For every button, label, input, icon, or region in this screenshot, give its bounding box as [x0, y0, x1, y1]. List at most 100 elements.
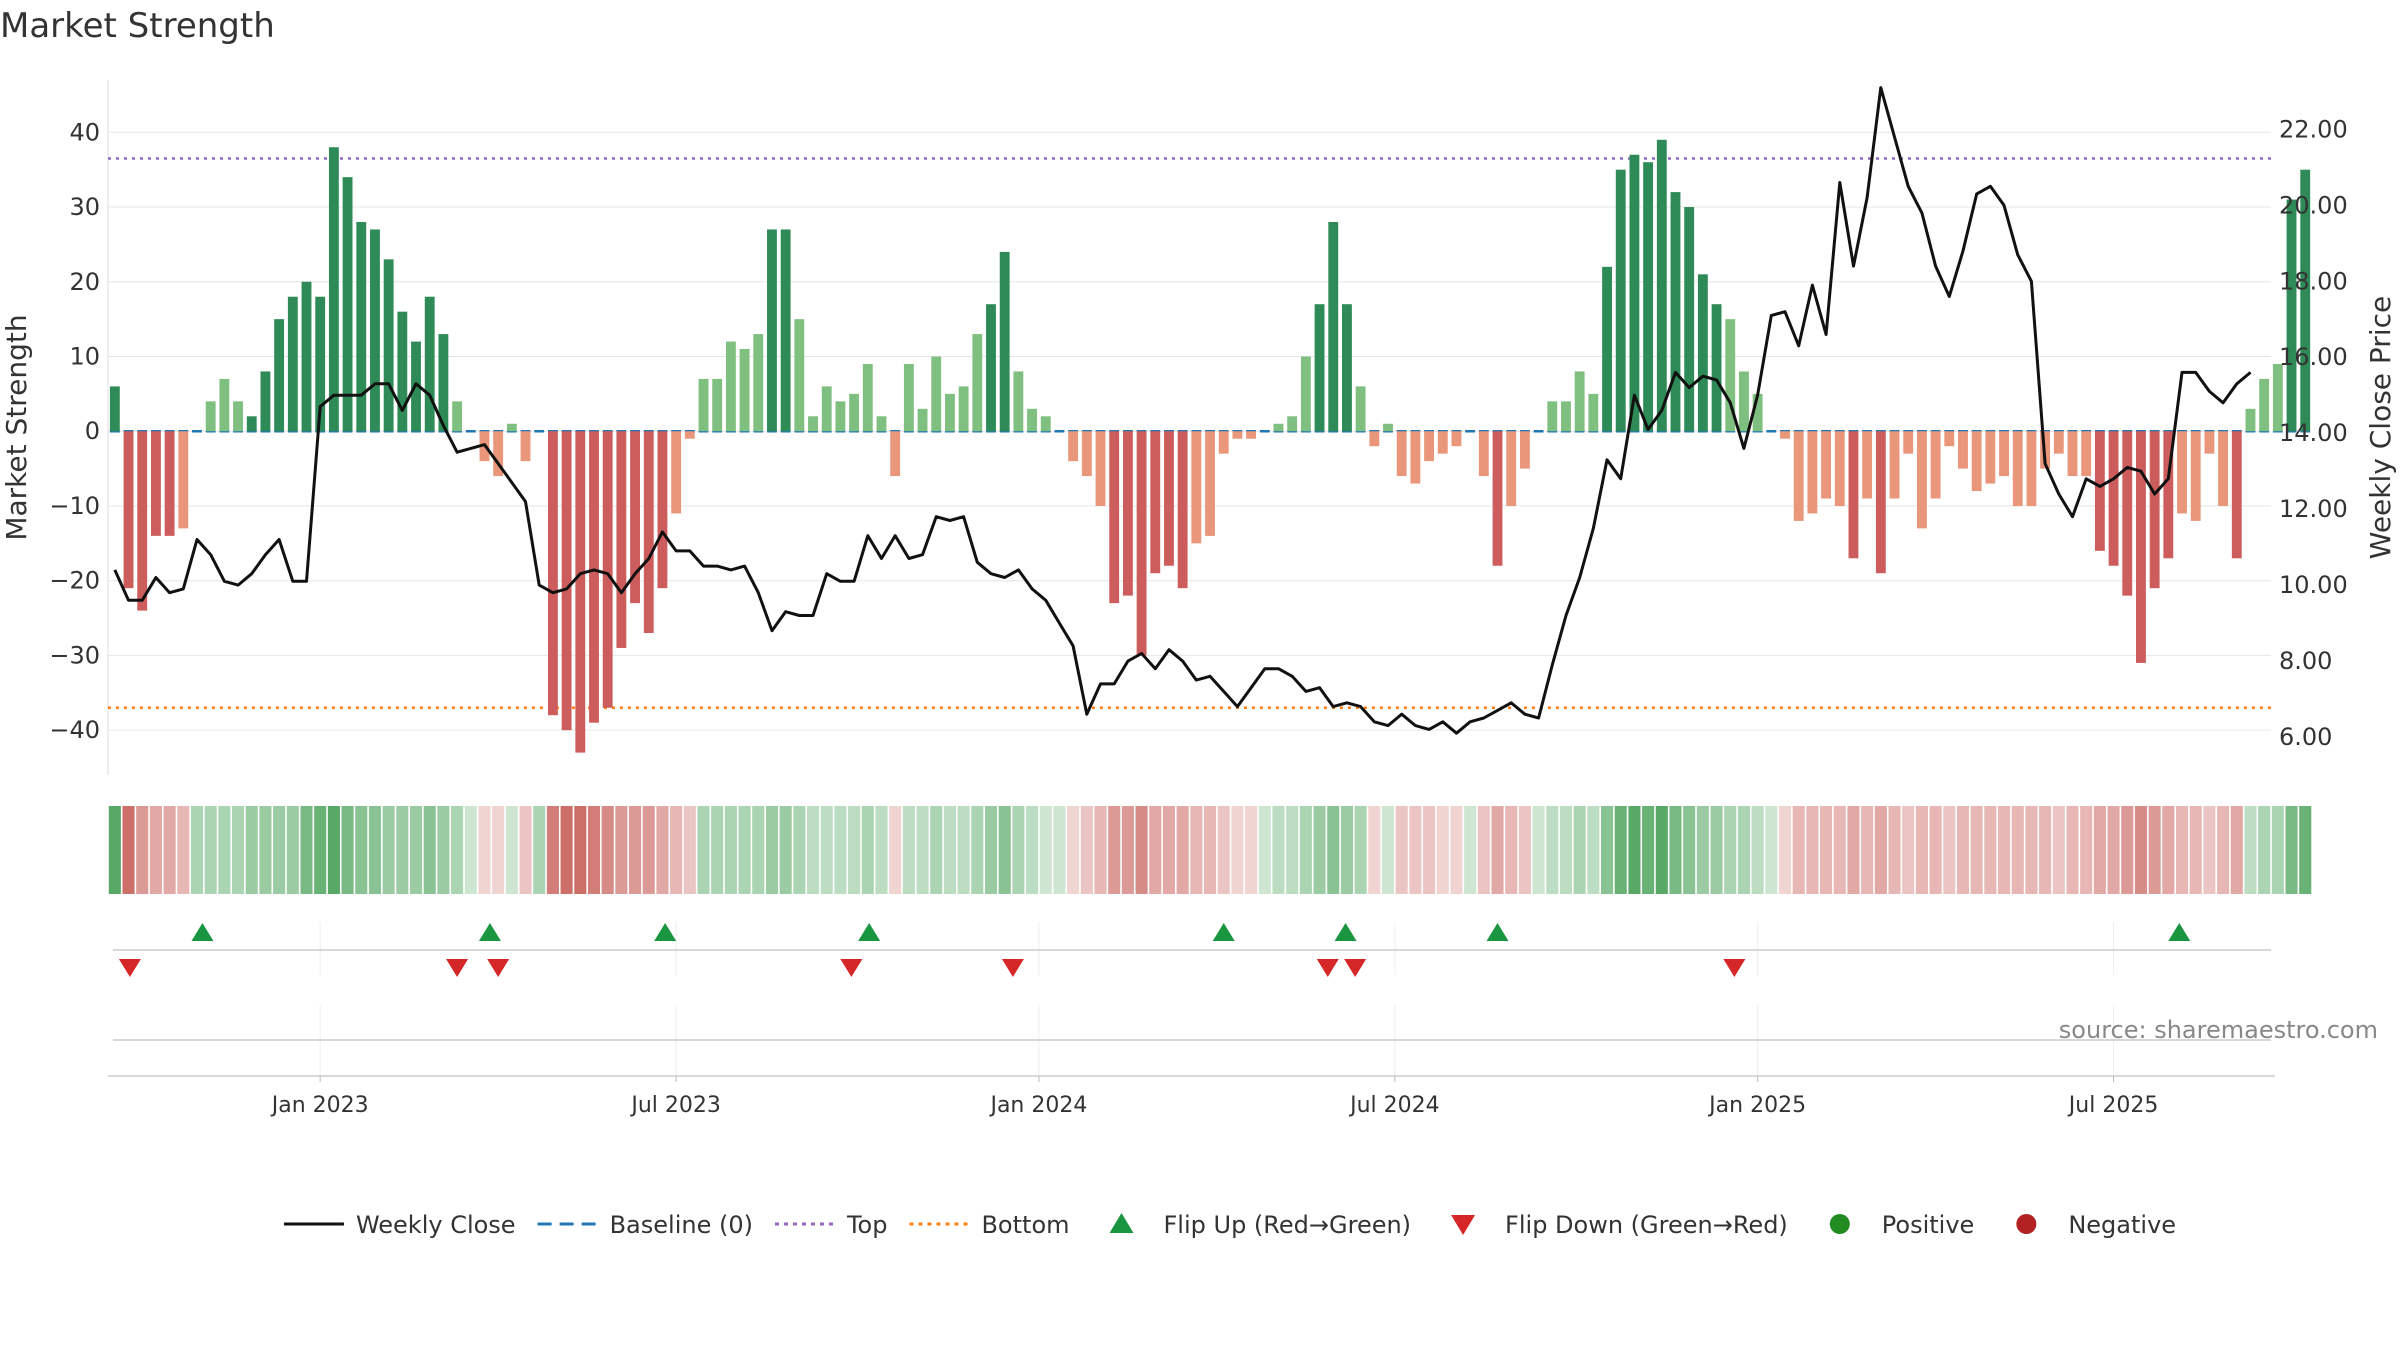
strength-bar [1273, 423, 1284, 432]
strength-bar [643, 431, 654, 634]
strength-bar [1643, 162, 1654, 432]
strength-bar [684, 431, 695, 439]
y2-tick-label: 8.00 [2279, 647, 2332, 675]
legend-label: Top [846, 1211, 888, 1239]
flip-up-marker [1334, 923, 1357, 941]
heat-cell [533, 806, 546, 894]
heat-cell [1258, 806, 1271, 894]
heat-cell [1600, 806, 1614, 894]
heat-cell [752, 806, 765, 894]
strength-bar [287, 296, 298, 432]
flip-down-marker [1344, 959, 1367, 977]
heat-cell [1888, 806, 1901, 894]
heat-cell [1299, 806, 1312, 894]
flip-up-marker [2168, 923, 2191, 941]
strength-bar [397, 311, 408, 432]
heat-cell [560, 806, 573, 894]
heat-cell [670, 806, 683, 894]
strength-bar [1807, 431, 1818, 514]
strength-bar [1875, 431, 1886, 574]
strength-bar [233, 401, 243, 432]
heat-cell [300, 806, 313, 894]
heat-cell [1354, 806, 1367, 894]
strength-bar [1519, 431, 1530, 469]
heat-cell [779, 806, 792, 894]
heat-cell [1162, 806, 1176, 894]
heat-cell [2107, 806, 2120, 894]
heat-cell [149, 806, 162, 894]
heat-cell [1546, 806, 1559, 894]
strength-bar [2286, 199, 2297, 432]
heat-cell [2052, 806, 2065, 894]
flip-down-marker [1316, 959, 1339, 977]
strength-bar [1944, 431, 1955, 447]
strength-bar [1328, 221, 1339, 432]
heat-cell [1778, 806, 1792, 894]
flip-down-marker [1001, 959, 1024, 977]
strength-bar [2026, 431, 2037, 506]
heat-cell [2230, 806, 2243, 894]
strength-bar [1109, 431, 1120, 604]
y2-tick-label: 20.00 [2279, 191, 2348, 219]
strength-bar [1478, 431, 1489, 477]
heat-cell [984, 806, 998, 894]
strength-bar [452, 401, 463, 432]
strength-bar [1369, 431, 1380, 447]
heat-cell [1368, 806, 1381, 894]
legend-flip-up-swatch [1109, 1213, 1134, 1233]
strength-bar [2300, 169, 2311, 432]
heat-cell [1792, 806, 1805, 894]
strength-bar [808, 416, 818, 432]
heat-cell [861, 806, 874, 894]
heat-cell [2148, 806, 2161, 894]
heat-cell [1012, 806, 1025, 894]
flip-down-marker [840, 959, 863, 977]
strength-bars [109, 139, 2311, 753]
y2-tick-label: 10.00 [2279, 571, 2348, 599]
heat-cell [136, 806, 149, 894]
heat-cell [409, 806, 423, 894]
strength-bar [1834, 431, 1845, 506]
strength-bar [205, 401, 216, 432]
strength-bar [1547, 401, 1558, 432]
heat-cell [943, 806, 956, 894]
heat-cell [1696, 806, 1709, 894]
heat-cell [587, 806, 601, 894]
strength-bar [589, 431, 599, 723]
heat-cell [1559, 806, 1573, 894]
heat-cell [1833, 806, 1846, 894]
strength-bar [2245, 408, 2256, 432]
legend-label: Positive [1882, 1211, 1975, 1239]
strength-bar [1656, 139, 1667, 432]
heat-cell [957, 806, 970, 894]
heat-cell [177, 806, 190, 894]
strength-bar [520, 431, 531, 462]
strength-bar [698, 378, 709, 432]
strength-bar [1383, 423, 1393, 432]
strength-bar [876, 416, 887, 432]
heat-cell [574, 806, 587, 894]
flip-down-marker [1723, 959, 1746, 977]
heat-cell [2011, 806, 2024, 894]
x-tick-label: Jan 2024 [988, 1093, 1087, 1118]
heat-cell [2203, 806, 2216, 894]
strength-bar [1711, 304, 1722, 432]
strength-bar [2108, 431, 2119, 566]
heat-cell [930, 806, 943, 894]
strength-bar [1451, 431, 1462, 447]
heat-cell [834, 806, 847, 894]
strength-bar [164, 431, 175, 536]
heat-cell [204, 806, 217, 894]
strength-bar [780, 229, 791, 432]
heat-cell [1751, 806, 1764, 894]
heat-cell [1121, 806, 1134, 894]
heat-cell [1642, 806, 1655, 894]
heat-cell [1847, 806, 1860, 894]
heat-cell [1655, 806, 1668, 894]
heat-cell [273, 806, 286, 894]
y2-tick-label: 16.00 [2279, 343, 2348, 371]
strength-bar [1232, 431, 1243, 439]
legend-dot-swatch [2016, 1214, 2037, 1234]
weekly-close-line [113, 86, 2252, 735]
